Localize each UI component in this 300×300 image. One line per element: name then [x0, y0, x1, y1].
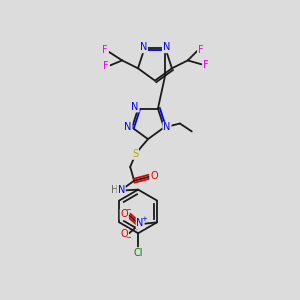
- Text: +: +: [141, 216, 147, 222]
- Text: N: N: [136, 218, 144, 228]
- Text: −: −: [125, 207, 131, 213]
- Text: F: F: [103, 46, 108, 56]
- Text: S: S: [132, 149, 138, 159]
- Text: N: N: [163, 42, 170, 52]
- Text: Cl: Cl: [134, 248, 143, 258]
- Text: −: −: [125, 235, 131, 241]
- Text: O: O: [150, 171, 158, 181]
- Text: N: N: [131, 102, 139, 112]
- Text: N: N: [124, 122, 132, 133]
- Text: H: H: [111, 184, 118, 195]
- Text: N: N: [140, 42, 147, 52]
- Text: F: F: [203, 60, 208, 70]
- Text: N: N: [163, 122, 171, 133]
- Text: N: N: [118, 184, 125, 195]
- Text: F: F: [198, 44, 203, 55]
- Text: O: O: [121, 229, 128, 239]
- Text: O: O: [121, 209, 128, 219]
- Text: F: F: [103, 61, 109, 71]
